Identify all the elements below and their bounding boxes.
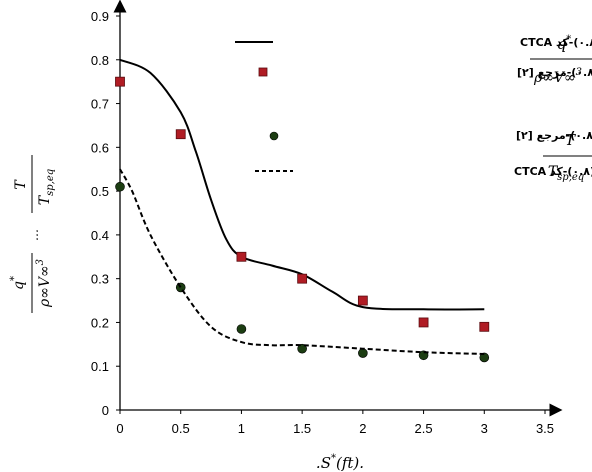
y-tick-label: 0.9 bbox=[91, 9, 109, 24]
data-point-circle bbox=[297, 343, 307, 354]
x-axis-label: .S*(ft). bbox=[316, 453, 364, 472]
y-tick-label: 0.5 bbox=[91, 184, 109, 199]
y-tick-label: 0.8 bbox=[91, 53, 109, 68]
legend-label-solid-line: دیواره تا حدی کاتالیتیک(۰.۸)-کد CTCA bbox=[520, 36, 592, 49]
axes bbox=[113, 0, 563, 417]
legend-label-dashed-line: دیواره تا حدی کاتالیتیک(۰.۸)-کد CTCA bbox=[514, 165, 592, 178]
x-label-suffix: . bbox=[359, 454, 364, 472]
y-axis-label: q* ρ∞V∞3 … T Tsp,eq bbox=[9, 155, 56, 313]
y-tick-label: 0 bbox=[102, 403, 109, 418]
data-point-square bbox=[175, 129, 186, 140]
data-point-circle bbox=[236, 324, 247, 334]
y-tick-label: 0.7 bbox=[91, 97, 109, 112]
x-label-var: S bbox=[321, 454, 331, 472]
y-label-separator: … bbox=[27, 229, 41, 241]
data-point-square bbox=[297, 273, 308, 284]
x-axis-ticks: 0 0.5 1 1.5 2 2.5 3 3.5 bbox=[116, 410, 554, 436]
series-line-solid bbox=[119, 58, 485, 311]
legend-fraction-t-numerator: T bbox=[565, 131, 576, 149]
y-axis-ticks: 0 0.1 0.2 0.3 0.4 0.5 0.6 0.7 0.8 0.9 bbox=[91, 9, 120, 418]
data-point-circle bbox=[479, 352, 490, 363]
x-label-sup: * bbox=[331, 453, 336, 464]
legend-label-circle-marker: دیواره تا حدی کاتالیتیک(۰.۸)-مرجع [۲] bbox=[516, 129, 592, 142]
y-label-right-denominator: Tsp,eq bbox=[37, 169, 56, 205]
legend-swatch-square-marker bbox=[258, 67, 268, 77]
x-tick-label: 1.5 bbox=[293, 421, 311, 436]
x-tick-label: 3 bbox=[481, 421, 488, 436]
y-tick-label: 0.2 bbox=[91, 315, 109, 330]
series-line-dashed bbox=[119, 168, 485, 355]
y-tick-label: 0.3 bbox=[91, 272, 109, 287]
y-tick-label: 0.4 bbox=[91, 228, 109, 243]
legend-swatch-circle-marker bbox=[269, 131, 279, 141]
data-point-square bbox=[479, 321, 490, 332]
data-point-square bbox=[357, 295, 368, 306]
y-label-right-numerator: T bbox=[13, 179, 29, 190]
legend-fraction-t-denominator: Tsp,eq bbox=[548, 164, 584, 183]
x-label-prefix: . bbox=[316, 454, 321, 472]
legend-fraction-q-numerator: q* bbox=[557, 34, 572, 53]
x-tick-label: 0.5 bbox=[172, 421, 190, 436]
x-tick-label: 2.5 bbox=[415, 421, 433, 436]
y-label-left-denominator: ρ∞V∞3 bbox=[35, 259, 53, 308]
data-point-square bbox=[236, 251, 247, 262]
x-tick-label: 1 bbox=[238, 421, 245, 436]
x-tick-label: 2 bbox=[359, 421, 366, 436]
y-tick-label: 0.6 bbox=[91, 140, 109, 155]
data-point-square bbox=[418, 317, 429, 328]
x-tick-label: 0 bbox=[116, 421, 123, 436]
data-point-circle bbox=[358, 348, 368, 358]
legend-fraction-q-denominator: ρ∞V∞3 bbox=[533, 67, 582, 86]
plot-area bbox=[115, 58, 490, 363]
legend: دیواره تا حدی کاتالیتیک(۰.۸)-کد CTCA دیو… bbox=[235, 34, 592, 183]
x-label-paren: (ft) bbox=[336, 454, 359, 472]
data-point-square bbox=[115, 76, 125, 87]
y-tick-label: 0.1 bbox=[91, 359, 109, 374]
y-label-left-numerator: q* bbox=[9, 276, 27, 290]
data-point-circle bbox=[115, 181, 125, 192]
legend-label-square-marker: دیواره تا حدی کاتالیتیک(۰.۸)-مرجع [۲] bbox=[517, 66, 592, 79]
x-tick-label: 3.5 bbox=[536, 421, 554, 436]
